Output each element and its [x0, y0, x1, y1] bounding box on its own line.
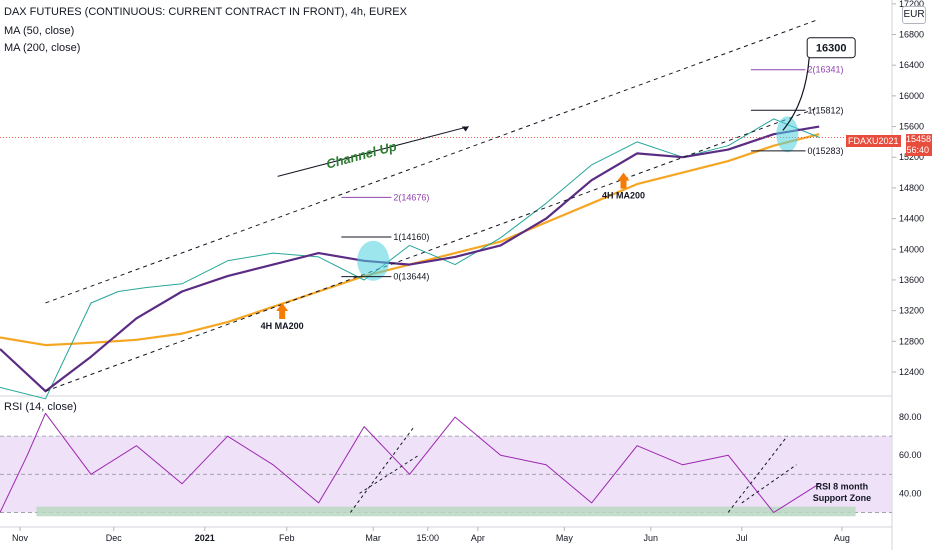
rsi-tick-label: 40.00 [899, 488, 922, 498]
price-tick-label: 13600 [899, 275, 924, 285]
rsi-zone-label-2: Support Zone [813, 493, 872, 503]
bar-countdown: 56:40 [906, 145, 929, 155]
price-tick-label: 17200 [899, 0, 924, 9]
price-tick-label: 16800 [899, 30, 924, 40]
rsi-channel-line [741, 464, 797, 504]
time-tick-label: 15:00 [417, 533, 440, 543]
price-tick-label: 16000 [899, 91, 924, 101]
fib2-level-1-label: 1(15812) [808, 105, 844, 115]
price-tick-label: 15200 [899, 152, 924, 162]
price-tick-label: 12400 [899, 367, 924, 377]
ma200-arrow-feb [276, 302, 289, 319]
time-tick-label: Mar [365, 533, 381, 543]
ma200-arrow-may [617, 172, 630, 189]
rsi-legend[interactable]: RSI (14, close) [4, 401, 77, 413]
price-tick-label: 12800 [899, 336, 924, 346]
channel-upper-line[interactable] [45, 18, 820, 304]
target-callout[interactable] [806, 37, 856, 59]
rsi-channel-line [727, 435, 788, 513]
highlight-circle[interactable] [776, 116, 799, 153]
time-tick-label: Jul [736, 533, 748, 543]
trend-arrow [277, 126, 469, 177]
last-price: 15458 [906, 134, 932, 144]
channel-lower-line[interactable] [45, 106, 820, 392]
rsi-zone-label-1: RSI 8 month [816, 482, 869, 492]
trend-arrow-head [461, 126, 469, 132]
ma200-legend[interactable]: MA (200, close) [4, 42, 81, 54]
ma50-line[interactable] [0, 125, 820, 393]
fib2-level-0-label: 0(15283) [808, 146, 844, 156]
price-tick-label: 14000 [899, 244, 924, 254]
price-tick-label: 13200 [899, 306, 924, 316]
time-tick-label: Feb [279, 533, 295, 543]
ma50-legend[interactable]: MA (50, close) [4, 25, 75, 37]
currency-button[interactable]: EUR [902, 6, 926, 24]
projection-curve [782, 57, 810, 131]
price-tick-label: 15600 [899, 122, 924, 132]
time-tick-label: Jun [644, 533, 659, 543]
target-label: 16300 [816, 43, 847, 55]
symbol-tag: FDAXU2021 [846, 135, 901, 147]
last-price-tag: 15458 56:40 [906, 134, 932, 156]
rsi-tick-label: 80.00 [899, 412, 922, 422]
time-tick-label: 2021 [195, 533, 215, 543]
fib2-level-2-label: 2(16341) [808, 65, 844, 75]
fib1-level-2-label: 2(14676) [393, 192, 429, 202]
price-tick-label: 14400 [899, 214, 924, 224]
highlight-circle[interactable] [357, 240, 390, 281]
time-tick-label: Aug [834, 533, 850, 543]
time-tick-label: Nov [12, 533, 29, 543]
rsi-tick-label: 60.00 [899, 450, 922, 460]
fib1-level-0-label: 0(13644) [393, 272, 429, 282]
rsi-support-zone [36, 506, 856, 517]
time-tick-label: Apr [471, 533, 485, 543]
price-tick-label: 16400 [899, 60, 924, 70]
ma200-arrow-feb-label: 4H MA200 [261, 321, 304, 331]
rsi-line[interactable] [0, 412, 820, 513]
price-tick-label: 14800 [899, 183, 924, 193]
chart-title: DAX FUTURES (CONTINUOUS: CURRENT CONTRAC… [4, 6, 407, 18]
ma200-arrow-may-label: 4H MA200 [602, 191, 645, 201]
fib1-level-1-label: 1(14160) [393, 232, 429, 242]
time-tick-label: May [556, 533, 574, 543]
time-tick-label: Dec [106, 533, 123, 543]
